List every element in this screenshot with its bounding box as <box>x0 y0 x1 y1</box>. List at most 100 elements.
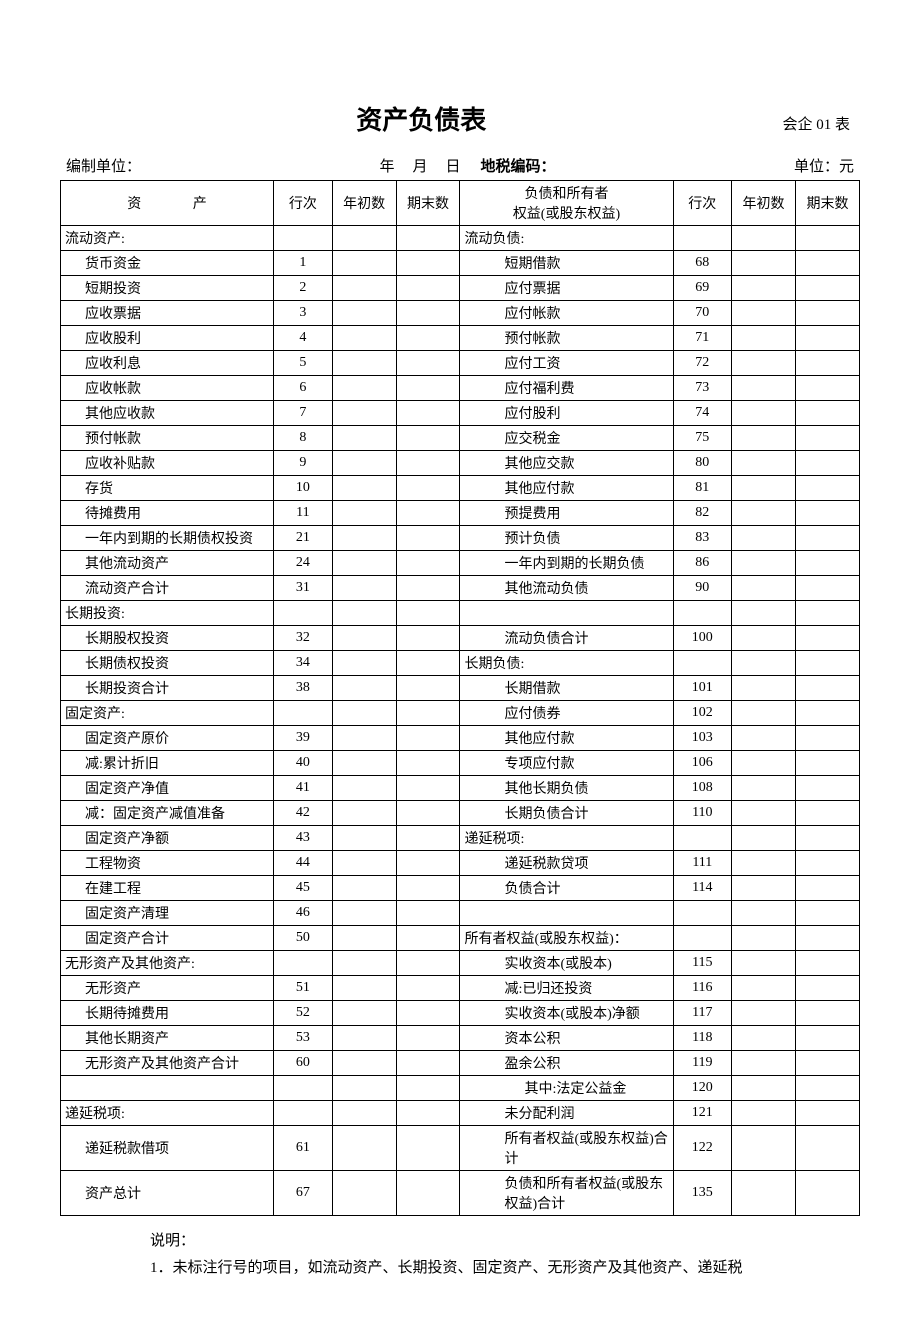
liability-label: 负债合计 <box>460 876 673 901</box>
liability-line-number: 115 <box>673 951 732 976</box>
header-row: 资 产 行次 年初数 期末数 负债和所有者 权益(或股东权益) 行次 年初数 期… <box>61 181 860 226</box>
date-group: 年 月 日 <box>379 155 460 176</box>
asset-line-number: 61 <box>274 1126 333 1171</box>
asset-line-number: 53 <box>274 1026 333 1051</box>
asset-label: 长期投资: <box>61 601 274 626</box>
asset-end-value <box>396 651 460 676</box>
liability-begin-value <box>732 526 796 551</box>
liability-end-value <box>796 676 860 701</box>
table-row: 存货10其他应付款81 <box>61 476 860 501</box>
asset-label: 递延税款借项 <box>61 1126 274 1171</box>
liability-label: 所有者权益(或股东权益)合计 <box>460 1126 673 1171</box>
liability-line-number: 120 <box>673 1076 732 1101</box>
liability-line-number <box>673 901 732 926</box>
asset-label: 工程物资 <box>61 851 274 876</box>
asset-end-value <box>396 351 460 376</box>
table-row: 固定资产净额43递延税项: <box>61 826 860 851</box>
asset-label: 预付帐款 <box>61 426 274 451</box>
table-row: 应收票据3应付帐款70 <box>61 301 860 326</box>
liability-end-value <box>796 826 860 851</box>
table-row: 递延税项:未分配利润121 <box>61 1101 860 1126</box>
liability-line-number: 111 <box>673 851 732 876</box>
liability-label: 其中:法定公益金 <box>460 1076 673 1101</box>
asset-line-number: 43 <box>274 826 333 851</box>
asset-line-number: 6 <box>274 376 333 401</box>
liability-label: 长期负债: <box>460 651 673 676</box>
liability-begin-value <box>732 401 796 426</box>
liability-line-number: 121 <box>673 1101 732 1126</box>
asset-line-number: 24 <box>274 551 333 576</box>
asset-line-number: 42 <box>274 801 333 826</box>
liability-end-value <box>796 1126 860 1171</box>
asset-end-value <box>396 576 460 601</box>
asset-end-value <box>396 851 460 876</box>
liability-label: 流动负债: <box>460 226 673 251</box>
asset-begin-value <box>332 451 396 476</box>
liability-label: 应付工资 <box>460 351 673 376</box>
liability-begin-value <box>732 576 796 601</box>
asset-label: 在建工程 <box>61 876 274 901</box>
liability-begin-value <box>732 751 796 776</box>
year-label: 年 <box>379 155 394 176</box>
asset-begin-value <box>332 851 396 876</box>
asset-line-number: 67 <box>274 1171 333 1216</box>
table-row: 其中:法定公益金120 <box>61 1076 860 1101</box>
liability-label: 实收资本(或股本) <box>460 951 673 976</box>
liability-end-value <box>796 801 860 826</box>
asset-end-value <box>396 1051 460 1076</box>
liability-line-number: 70 <box>673 301 732 326</box>
liability-label <box>460 901 673 926</box>
liability-line-number <box>673 651 732 676</box>
asset-end-value <box>396 1171 460 1216</box>
liability-begin-value <box>732 326 796 351</box>
liability-begin-value <box>732 701 796 726</box>
liability-label <box>460 601 673 626</box>
asset-begin-value <box>332 826 396 851</box>
liability-line-number: 86 <box>673 551 732 576</box>
asset-begin-value <box>332 476 396 501</box>
liability-label: 递延税项: <box>460 826 673 851</box>
asset-end-value <box>396 826 460 851</box>
asset-end-value <box>396 676 460 701</box>
liability-begin-value <box>732 376 796 401</box>
table-row: 无形资产51减:已归还投资116 <box>61 976 860 1001</box>
liability-end-value <box>796 876 860 901</box>
asset-begin-value <box>332 576 396 601</box>
balance-sheet-table: 资 产 行次 年初数 期末数 负债和所有者 权益(或股东权益) 行次 年初数 期… <box>60 180 860 1216</box>
asset-line-number: 3 <box>274 301 333 326</box>
asset-end-value <box>396 776 460 801</box>
asset-line-number <box>274 1101 333 1126</box>
table-row: 流动资产合计31其他流动负债90 <box>61 576 860 601</box>
liability-begin-value <box>732 801 796 826</box>
table-row: 长期投资: <box>61 601 860 626</box>
asset-line-number: 45 <box>274 876 333 901</box>
asset-label: 应收利息 <box>61 351 274 376</box>
asset-line-number: 60 <box>274 1051 333 1076</box>
asset-label: 递延税项: <box>61 1101 274 1126</box>
asset-begin-value <box>332 626 396 651</box>
asset-end-value <box>396 301 460 326</box>
liability-label: 短期借款 <box>460 251 673 276</box>
table-row: 固定资产原价39其他应付款103 <box>61 726 860 751</box>
asset-begin-value <box>332 226 396 251</box>
table-row: 递延税款借项61所有者权益(或股东权益)合计122 <box>61 1126 860 1171</box>
asset-label: 货币资金 <box>61 251 274 276</box>
liability-end-value <box>796 526 860 551</box>
table-row: 无形资产及其他资产合计60盈余公积119 <box>61 1051 860 1076</box>
liability-end-value <box>796 401 860 426</box>
asset-begin-value <box>332 876 396 901</box>
liability-begin-value <box>732 826 796 851</box>
asset-label: 固定资产: <box>61 701 274 726</box>
asset-label: 固定资产净值 <box>61 776 274 801</box>
asset-label: 应收票据 <box>61 301 274 326</box>
spacer <box>141 155 379 176</box>
asset-label: 其他长期资产 <box>61 1026 274 1051</box>
asset-begin-value <box>332 1001 396 1026</box>
header-begin-right: 年初数 <box>732 181 796 226</box>
asset-end-value <box>396 726 460 751</box>
liability-begin-value <box>732 626 796 651</box>
liability-line-number: 69 <box>673 276 732 301</box>
liability-begin-value <box>732 501 796 526</box>
liability-begin-value <box>732 601 796 626</box>
liability-line-number <box>673 926 732 951</box>
